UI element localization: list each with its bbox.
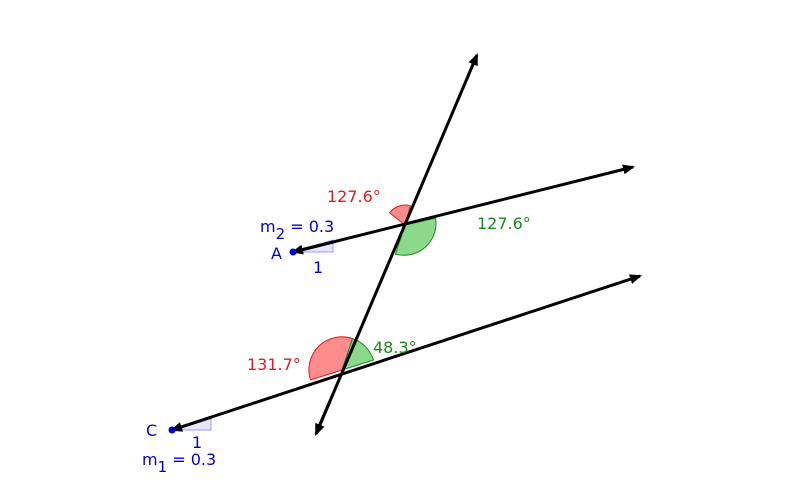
point-a[interactable] [289, 248, 297, 256]
slope-upper-run-label: 1 [313, 258, 323, 277]
upper-parallel-line[interactable] [292, 164, 635, 254]
point-c[interactable] [168, 426, 176, 434]
lower-line-back-arrow [170, 415, 213, 432]
slope-lower-run-label: 1 [192, 433, 202, 452]
angle-upper-green-label: 127.6° [477, 214, 531, 233]
slope-lower-label: m1 = 0.3 [142, 450, 216, 476]
angle-upper-green-sector [394, 217, 437, 256]
slope-lower-m: m [142, 450, 158, 469]
upper-line-back-arrow [291, 240, 334, 255]
lower-parallel-line[interactable] [171, 274, 642, 432]
slope-lower-value: = 0.3 [167, 450, 216, 469]
angle-upper-red-label: 127.6° [327, 187, 381, 206]
point-c-label: C [146, 421, 157, 440]
angle-lower-red-sector [308, 336, 354, 381]
point-a-label: A [271, 244, 282, 263]
angle-lower-red-label: 131.7° [247, 355, 301, 374]
transversal-back-arrow [314, 400, 332, 436]
slope-upper-m: m [260, 217, 276, 236]
slope-upper-value: = 0.3 [285, 217, 334, 236]
angle-lower-green-label: 48.3° [373, 338, 417, 357]
slope-upper-label: m2 = 0.3 [260, 217, 334, 243]
transversal-line[interactable] [314, 53, 479, 435]
angle-upper-red-sector [388, 204, 412, 226]
angle-lower-green-sector [341, 337, 375, 371]
slope-upper-subscript: 2 [276, 225, 286, 243]
slope-lower-subscript: 1 [158, 458, 168, 476]
